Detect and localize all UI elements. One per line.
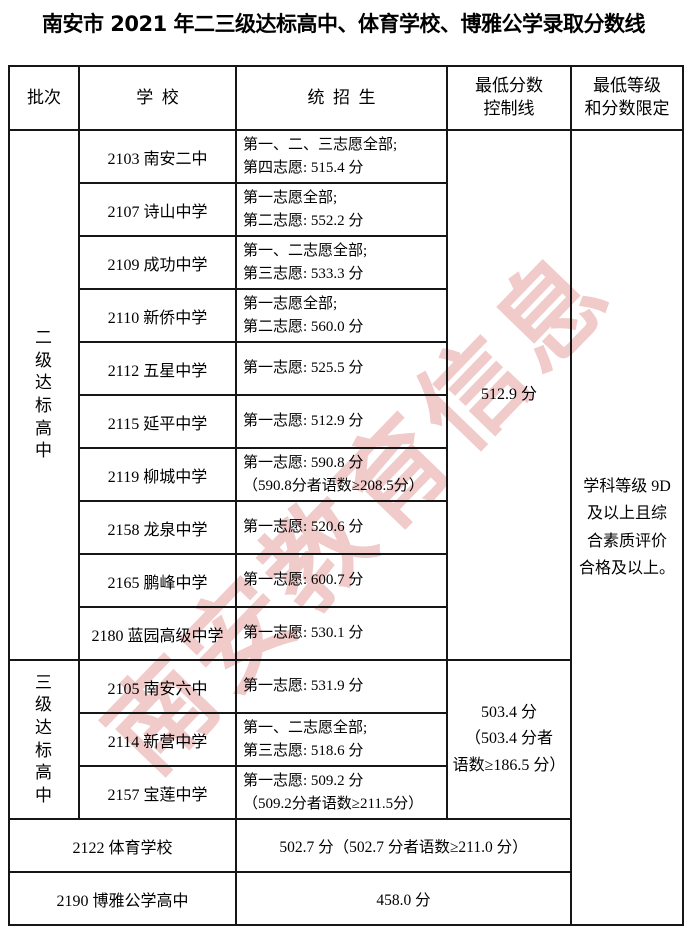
school-name-cell: 2158 龙泉中学 xyxy=(78,500,237,555)
admission-score-table: 批次 学 校 统 招 生 最低分数 控制线 最低等级 和分数限定 二 级 达 标… xyxy=(8,65,684,926)
table-row: 2157 宝莲中学 第一志愿: 509.2 分 （509.2分者语数≥211.5分… xyxy=(9,765,683,820)
admission-detail-cell: 第一志愿: 509.2 分 （509.2分者语数≥211.5分） xyxy=(235,765,448,820)
batch-cell: 三 级 达 标 高 中 xyxy=(8,659,80,820)
table-row: 二 级 达 标 高 中 2103 南安二中 第一、二、三志愿全部; 第四志愿: 51… xyxy=(8,129,684,926)
school-name-cell: 2157 宝莲中学 xyxy=(78,765,237,820)
page-title: 南安市 2021 年二三级达标高中、体育学校、博雅公学录取分数线 xyxy=(41,12,646,36)
school-name-cell: 2109 成功中学 xyxy=(78,235,237,290)
table-row: 2122 体育学校 502.7 分（502.7 分者语数≥211.0 分） xyxy=(8,818,683,873)
column-header-admission: 统 招 生 xyxy=(235,65,448,131)
admission-detail-cell: 第一志愿: 531.9 分 xyxy=(235,659,448,714)
admission-detail-cell: 第一志愿全部; 第二志愿: 552.2 分 xyxy=(235,182,448,237)
grade-limit-cell: 学科等级 9D 及以上且综 合素质评价 合格及以上。 xyxy=(570,129,684,926)
table-row: 2180 蓝园高级中学 第一志愿: 530.1 分 xyxy=(9,606,683,661)
admission-detail-cell: 第一、二志愿全部; 第三志愿: 533.3 分 xyxy=(235,235,448,290)
batch-cell: 二 级 达 标 高 中 xyxy=(8,129,80,661)
admission-detail-cell: 第一、二志愿全部; 第三志愿: 518.6 分 xyxy=(235,712,448,767)
admission-detail-cell: 第一志愿: 525.5 分 xyxy=(235,341,448,396)
table-row: 2115 延平中学 第一志愿: 512.9 分 xyxy=(9,394,683,449)
school-name-cell: 2103 南安二中 xyxy=(78,129,237,184)
admission-detail-cell: 第一志愿: 600.7 分 xyxy=(235,553,448,608)
control-line-cell: 512.9 分 xyxy=(446,129,572,661)
school-name-cell: 2110 新侨中学 xyxy=(78,288,237,343)
table-row: 2190 博雅公学高中 458.0 分 xyxy=(8,871,683,926)
admission-detail-cell: 第一志愿: 530.1 分 xyxy=(235,606,448,661)
school-name-cell: 2112 五星中学 xyxy=(78,341,237,396)
school-name-cell: 2114 新营中学 xyxy=(78,712,237,767)
school-name-cell: 2122 体育学校 xyxy=(8,818,237,873)
column-header-control-line: 最低分数 控制线 xyxy=(446,65,572,131)
table-row: 2107 诗山中学 第一志愿全部; 第二志愿: 552.2 分 xyxy=(9,182,683,237)
table-row: 2114 新营中学 第一、二志愿全部; 第三志愿: 518.6 分 xyxy=(9,712,683,767)
school-name-cell: 2105 南安六中 xyxy=(78,659,237,714)
score-cell: 458.0 分 xyxy=(235,871,572,926)
table-row: 三 级 达 标 高 中 2105 南安六中 第一志愿: 531.9 分 503.4 分… xyxy=(8,659,683,820)
control-line-cell: 503.4 分 （503.4 分者 语数≥186.5 分） xyxy=(446,659,572,820)
table-row: 2119 柳城中学 第一志愿: 590.8 分 （590.8分者语数≥208.5分… xyxy=(9,447,683,502)
admission-detail-cell: 第一志愿: 520.6 分 xyxy=(235,500,448,555)
table-row: 2165 鹏峰中学 第一志愿: 600.7 分 xyxy=(9,553,683,608)
score-cell: 502.7 分（502.7 分者语数≥211.0 分） xyxy=(235,818,572,873)
school-name-cell: 2107 诗山中学 xyxy=(78,182,237,237)
school-name-cell: 2119 柳城中学 xyxy=(78,447,237,502)
table-row: 2109 成功中学 第一、二志愿全部; 第三志愿: 533.3 分 xyxy=(9,235,683,290)
column-header-grade-limit: 最低等级 和分数限定 xyxy=(570,65,684,131)
admission-detail-cell: 第一志愿: 512.9 分 xyxy=(235,394,448,449)
table-row: 2112 五星中学 第一志愿: 525.5 分 xyxy=(9,341,683,396)
admission-detail-cell: 第一志愿全部; 第二志愿: 560.0 分 xyxy=(235,288,448,343)
column-header-batch: 批次 xyxy=(8,65,80,131)
school-name-cell: 2180 蓝园高级中学 xyxy=(78,606,237,661)
school-name-cell: 2165 鹏峰中学 xyxy=(78,553,237,608)
table-row: 2158 龙泉中学 第一志愿: 520.6 分 xyxy=(9,500,683,555)
table-row: 2110 新侨中学 第一志愿全部; 第二志愿: 560.0 分 xyxy=(9,288,683,343)
column-header-school: 学 校 xyxy=(78,65,237,131)
school-name-cell: 2115 延平中学 xyxy=(78,394,237,449)
school-name-cell: 2190 博雅公学高中 xyxy=(8,871,237,926)
admission-detail-cell: 第一、二、三志愿全部; 第四志愿: 515.4 分 xyxy=(235,129,448,184)
header-row: 批次 学 校 统 招 生 最低分数 控制线 最低等级 和分数限定 xyxy=(8,65,684,131)
admission-detail-cell: 第一志愿: 590.8 分 （590.8分者语数≥208.5分） xyxy=(235,447,448,502)
